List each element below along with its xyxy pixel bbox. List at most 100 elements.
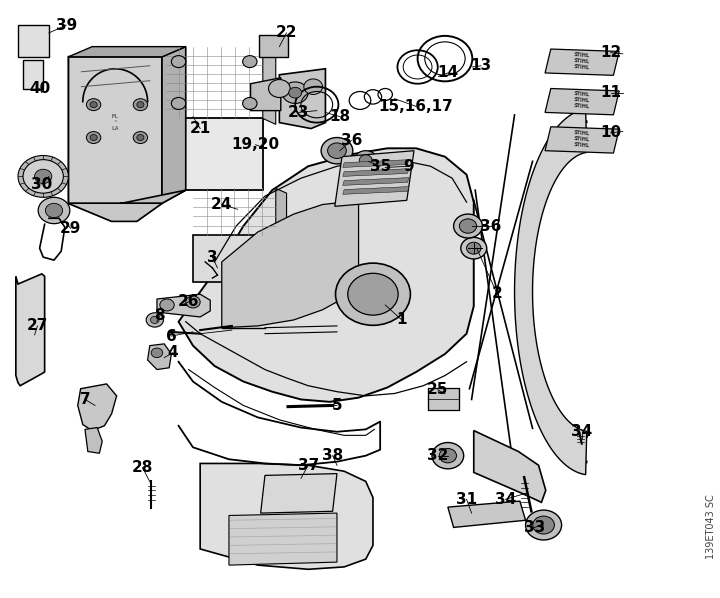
- Circle shape: [146, 313, 163, 327]
- Circle shape: [533, 516, 554, 534]
- Text: 23: 23: [288, 105, 310, 120]
- Text: 11: 11: [600, 85, 621, 100]
- Text: 9: 9: [404, 158, 414, 174]
- Polygon shape: [474, 431, 546, 502]
- Polygon shape: [545, 49, 619, 75]
- Text: 29: 29: [60, 221, 81, 236]
- Text: 35: 35: [369, 158, 391, 174]
- Circle shape: [289, 87, 302, 98]
- Text: 39: 39: [55, 17, 77, 33]
- Circle shape: [45, 203, 63, 218]
- Text: STIHL: STIHL: [574, 103, 590, 109]
- Polygon shape: [545, 127, 619, 153]
- Circle shape: [328, 143, 346, 158]
- Polygon shape: [68, 203, 162, 221]
- FancyBboxPatch shape: [166, 118, 263, 190]
- Polygon shape: [259, 35, 288, 57]
- Circle shape: [137, 102, 144, 108]
- Circle shape: [459, 219, 477, 233]
- Text: 7: 7: [80, 392, 90, 407]
- Polygon shape: [85, 428, 102, 453]
- Text: STIHL: STIHL: [574, 64, 590, 70]
- Polygon shape: [343, 169, 409, 176]
- Text: 10: 10: [600, 125, 621, 141]
- Text: STIHL: STIHL: [574, 142, 590, 148]
- Text: 33: 33: [523, 520, 545, 535]
- Polygon shape: [157, 294, 210, 317]
- Polygon shape: [222, 202, 359, 328]
- Circle shape: [137, 135, 144, 141]
- Polygon shape: [18, 25, 49, 57]
- Circle shape: [133, 99, 148, 111]
- Polygon shape: [335, 151, 414, 206]
- Text: 26: 26: [178, 294, 199, 310]
- Circle shape: [171, 97, 186, 109]
- Text: 36: 36: [480, 218, 502, 234]
- Circle shape: [304, 79, 323, 94]
- Text: STIHL: STIHL: [574, 58, 590, 64]
- Text: 28: 28: [132, 460, 153, 475]
- Circle shape: [90, 102, 97, 108]
- Text: STIHL: STIHL: [574, 136, 590, 142]
- Polygon shape: [148, 344, 171, 370]
- Text: 6: 6: [166, 328, 176, 344]
- Text: 27: 27: [27, 318, 48, 334]
- Text: 36: 36: [341, 133, 362, 148]
- Polygon shape: [23, 60, 43, 89]
- Text: STIHL: STIHL: [574, 130, 590, 136]
- Polygon shape: [261, 474, 337, 513]
- Circle shape: [467, 242, 481, 254]
- FancyBboxPatch shape: [193, 235, 276, 282]
- Circle shape: [336, 263, 410, 325]
- Polygon shape: [16, 274, 45, 386]
- Circle shape: [86, 99, 101, 111]
- Polygon shape: [229, 513, 337, 565]
- Circle shape: [90, 135, 97, 141]
- Circle shape: [151, 348, 163, 358]
- Circle shape: [269, 80, 290, 97]
- Text: 8: 8: [155, 308, 165, 324]
- Text: 13: 13: [470, 58, 492, 74]
- Text: 12: 12: [600, 45, 621, 60]
- Text: 4: 4: [168, 345, 178, 361]
- Circle shape: [432, 443, 464, 469]
- Polygon shape: [343, 187, 409, 194]
- Polygon shape: [68, 47, 186, 57]
- Polygon shape: [279, 69, 325, 129]
- Text: 18: 18: [329, 109, 351, 124]
- Text: 22: 22: [276, 25, 297, 41]
- Text: 1: 1: [397, 312, 407, 328]
- Text: STIHL: STIHL: [574, 52, 590, 58]
- Text: 14: 14: [437, 65, 459, 81]
- Polygon shape: [545, 89, 619, 115]
- Circle shape: [160, 299, 174, 311]
- Circle shape: [243, 56, 257, 68]
- Polygon shape: [200, 463, 373, 569]
- Circle shape: [186, 296, 200, 308]
- Text: 38: 38: [322, 448, 343, 463]
- Circle shape: [348, 273, 398, 315]
- Polygon shape: [251, 78, 281, 111]
- Text: 25: 25: [427, 382, 449, 398]
- Polygon shape: [448, 501, 526, 527]
- Circle shape: [133, 132, 148, 144]
- Text: 139ET043 SC: 139ET043 SC: [706, 494, 716, 559]
- Text: 5: 5: [332, 398, 342, 413]
- Circle shape: [86, 132, 101, 144]
- Polygon shape: [162, 47, 186, 203]
- Text: STIHL: STIHL: [574, 91, 590, 97]
- Circle shape: [454, 214, 482, 238]
- Text: 31: 31: [456, 492, 477, 507]
- Circle shape: [23, 160, 63, 193]
- Circle shape: [321, 138, 353, 164]
- Circle shape: [461, 237, 487, 259]
- Text: 37: 37: [297, 457, 319, 473]
- Circle shape: [282, 82, 308, 103]
- Text: 34: 34: [495, 492, 516, 507]
- Circle shape: [354, 151, 377, 170]
- Text: 19,20: 19,20: [232, 137, 279, 152]
- Text: 40: 40: [29, 81, 50, 96]
- Text: 21: 21: [189, 121, 211, 136]
- Text: 30: 30: [31, 176, 53, 192]
- Polygon shape: [68, 190, 186, 209]
